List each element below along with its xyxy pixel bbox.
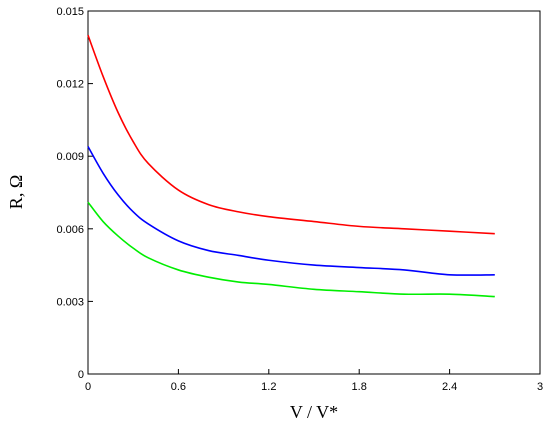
y-tick-label: 0.003	[56, 296, 84, 308]
y-axis-label: R, Ω	[6, 175, 26, 209]
y-tick-label: 0.006	[56, 224, 84, 236]
x-tick-label: 0	[85, 381, 91, 393]
x-axis-label: V / V*	[290, 402, 338, 422]
y-tick-label: 0.012	[56, 79, 84, 91]
series-line-2	[87, 146, 495, 276]
plot-frame	[87, 10, 541, 375]
y-tick-label: 0.015	[56, 6, 84, 18]
x-axis-ticks: 0 0.6 1.2 1.8 2.4 3	[85, 369, 543, 393]
x-tick-label: 2.4	[442, 381, 457, 393]
x-tick-label: 0.6	[171, 381, 186, 393]
series-line-1	[87, 34, 495, 235]
series-line-3	[87, 201, 495, 298]
series-group	[87, 34, 495, 298]
x-tick-label: 3	[537, 381, 543, 393]
y-axis-ticks: 0 0.003 0.006 0.009 0.012 0.015	[56, 6, 93, 381]
y-tick-label: 0	[78, 369, 84, 381]
x-tick-label: 1.8	[352, 381, 367, 393]
y-tick-label: 0.009	[56, 151, 84, 163]
x-tick-label: 1.2	[261, 381, 276, 393]
